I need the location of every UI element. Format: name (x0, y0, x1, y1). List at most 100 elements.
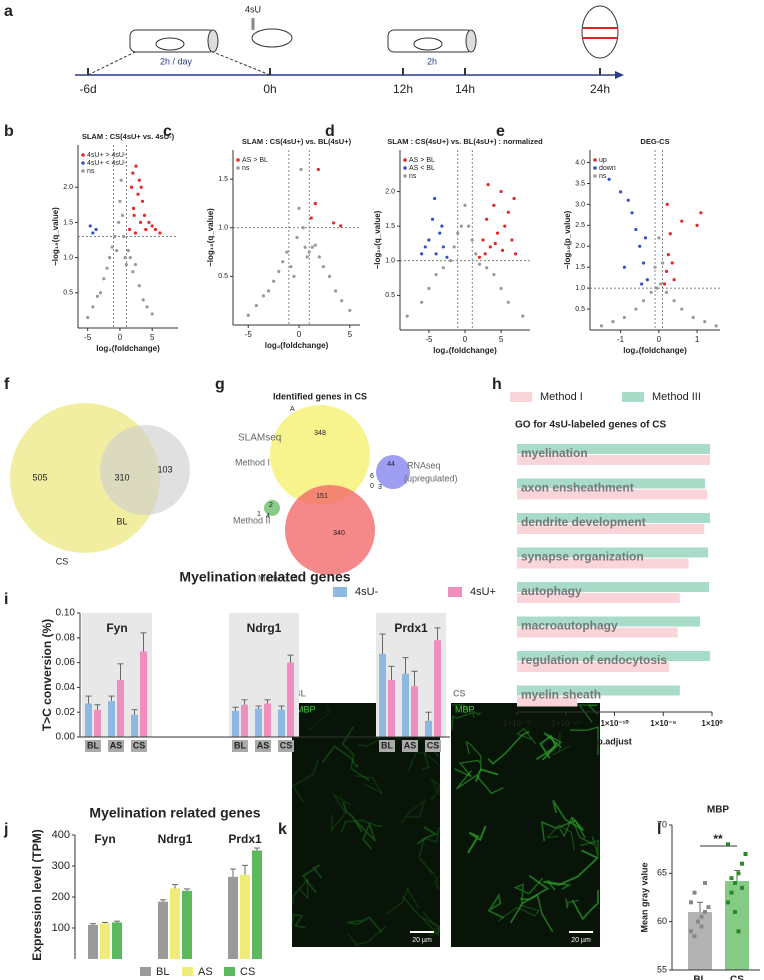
panel-label: a (4, 3, 13, 20)
point (405, 314, 409, 318)
mouse (413, 37, 443, 51)
y-tick-label: 0.5 (575, 306, 585, 313)
bar (228, 876, 238, 959)
x-axis-label: log₂(foldchange) (265, 341, 329, 350)
point (645, 278, 649, 282)
point (665, 202, 669, 207)
x-tick-label: -5 (245, 330, 253, 339)
point (124, 263, 128, 267)
stain-label: MBP (455, 704, 475, 714)
point (118, 199, 122, 203)
bar (85, 703, 92, 737)
venn-letter: A (290, 406, 295, 413)
fiber (416, 825, 439, 845)
point (113, 234, 117, 239)
point (668, 232, 672, 236)
bar (517, 547, 709, 558)
bar (517, 593, 680, 603)
category-label: myelination (521, 446, 588, 460)
fiber (407, 751, 440, 772)
fiber (301, 864, 323, 894)
fiber (540, 819, 586, 842)
point (95, 294, 99, 298)
guide (212, 51, 271, 76)
panel-label: c (163, 123, 172, 140)
point (521, 314, 525, 318)
point (729, 890, 734, 895)
point (86, 315, 90, 320)
rnaseq-label: RNAseq (407, 460, 441, 470)
set-method-2 (264, 500, 280, 516)
x-tick-label: 0 (657, 335, 662, 344)
point (512, 196, 516, 201)
point (120, 213, 125, 217)
point (640, 282, 644, 286)
fiber (356, 821, 376, 850)
x-tick-label: 0 (297, 330, 302, 339)
legend-label: AS (198, 966, 213, 978)
bar (287, 662, 294, 737)
point (641, 261, 646, 265)
point (134, 164, 138, 168)
legend-label: 4sU+ > 4sU- (87, 152, 127, 159)
point (483, 252, 487, 256)
point (611, 320, 615, 324)
point (622, 265, 627, 269)
region-count: 340 (333, 530, 345, 537)
bar (140, 651, 147, 737)
point (98, 291, 103, 295)
legend-label: down (599, 165, 616, 172)
session-label: 2h (427, 56, 437, 66)
point (433, 196, 437, 201)
point (456, 231, 460, 235)
point (499, 189, 503, 194)
bar (517, 627, 678, 638)
bar (517, 662, 670, 672)
y-tick-label: 0.00 (56, 732, 76, 743)
y-tick-label: 0.08 (56, 632, 76, 643)
fiber (322, 745, 359, 769)
condition-label: BL (87, 740, 99, 750)
point (659, 282, 663, 286)
panel-label: l (657, 821, 661, 838)
region-count: 4 (266, 513, 270, 520)
bar (517, 685, 680, 696)
legend-label: CS (240, 966, 255, 978)
bar (517, 455, 711, 465)
chamber-end (465, 29, 477, 53)
brain (581, 5, 619, 59)
point (266, 289, 271, 293)
point (493, 241, 497, 246)
y-tick-label: 0.5 (63, 290, 73, 297)
point (736, 871, 741, 876)
stain-label: MBP (296, 704, 316, 714)
category-label: macroautophagy (521, 619, 618, 633)
point (141, 298, 145, 302)
y-tick-label: 2.0 (575, 243, 585, 250)
venn-g: Identified genes in CS A SLAMseq Method … (233, 391, 458, 583)
point (119, 178, 123, 182)
panel-label: k (278, 821, 287, 838)
y-axis-label: −log₁₀(p_value) (563, 210, 572, 269)
y-tick-label: 3.5 (575, 180, 585, 187)
point (91, 305, 95, 309)
bar (182, 890, 192, 959)
point (726, 900, 730, 905)
fiber (291, 759, 320, 804)
point (317, 255, 321, 259)
condition-box (425, 740, 441, 752)
panel-label: i (4, 591, 8, 608)
point (448, 259, 453, 263)
point (630, 211, 634, 215)
point (145, 305, 149, 309)
rnaseq-label: (upregulated) (404, 473, 458, 483)
x-tick-label: 1 (695, 335, 700, 344)
point (599, 324, 604, 328)
point (699, 211, 703, 215)
point (740, 861, 744, 866)
point (313, 201, 317, 206)
bar (388, 679, 395, 737)
bar (88, 924, 98, 959)
bar (158, 901, 168, 959)
venn-f: 505 310 103 CS BL (10, 403, 190, 566)
